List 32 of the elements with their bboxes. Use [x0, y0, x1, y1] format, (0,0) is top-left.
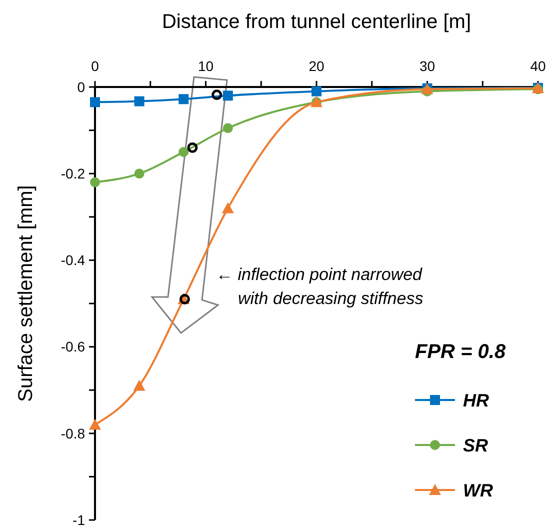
- point: [222, 202, 234, 214]
- y-tick-label: 0: [77, 78, 86, 95]
- legend-label: WR: [463, 480, 493, 500]
- point: [89, 418, 101, 430]
- x-tick-label: 30: [419, 58, 436, 74]
- y-tick-label: -0.2: [60, 166, 86, 182]
- point: [212, 90, 222, 100]
- point: [312, 86, 322, 96]
- y-tick-label: -0.6: [60, 338, 86, 355]
- legend-label: HR: [463, 390, 489, 410]
- x-tick-label: 20: [308, 58, 324, 74]
- point: [134, 168, 144, 179]
- y-tick-label: -1: [72, 512, 86, 528]
- point: [178, 146, 189, 157]
- annotation: ← inflection point narrowed with decreasing stiffness: [216, 265, 424, 308]
- point: [133, 380, 146, 391]
- y-tick-label: -0.8: [60, 425, 86, 442]
- x-tick-label: 0: [91, 58, 100, 74]
- point: [90, 177, 100, 188]
- legend-label: SR: [463, 435, 488, 456]
- x-tick-label: 10: [198, 58, 214, 74]
- x-tick-label: 40: [530, 58, 546, 74]
- point: [222, 123, 233, 134]
- point: [178, 94, 189, 104]
- point: [187, 142, 198, 153]
- point: [222, 90, 233, 101]
- y-axis-title: Surface settlement [mm]: [15, 185, 37, 402]
- x-axis-title: Distance from tunnel centerline [m]: [162, 11, 472, 33]
- legend-title: FPR = 0.8: [415, 341, 506, 363]
- y-tick-label: -0.4: [60, 252, 86, 268]
- point: [90, 97, 100, 108]
- point: [134, 96, 144, 106]
